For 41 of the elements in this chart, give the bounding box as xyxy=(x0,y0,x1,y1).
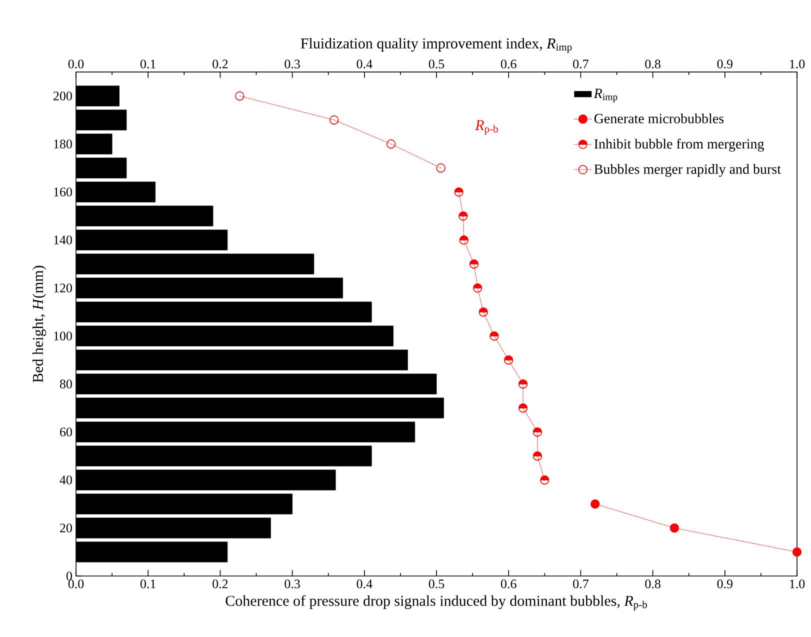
x2-tick-label: 0.1 xyxy=(140,580,156,588)
x2-tick-label: 0.5 xyxy=(428,580,444,588)
x-tick-label: 0.0 xyxy=(68,60,84,68)
legend-label: Inhibit bubble from mergering xyxy=(594,138,764,152)
legend-label: Generate microbubbles xyxy=(594,113,724,124)
y-tick-label: 140 xyxy=(54,236,72,244)
x-tick-label: 0.8 xyxy=(645,60,660,68)
x-tick-label: 0.5 xyxy=(428,60,444,68)
x-tick-label: 0.6 xyxy=(500,60,516,68)
y-tick-label: 200 xyxy=(54,92,72,100)
legend-label: Bubbles merger rapidly and burst xyxy=(594,164,781,177)
y-tick-label: 40 xyxy=(60,476,72,484)
x2-tick-label: 0.2 xyxy=(212,580,228,588)
x-tick-label: 0.4 xyxy=(356,60,372,68)
annotation: R$_{p-b}$ xyxy=(475,120,498,135)
x-tick-label: 0.2 xyxy=(212,60,228,68)
y-tick-label: 160 xyxy=(54,188,72,196)
x2-axis-title: Fluidization quality improvement index, R$_{imp}$ xyxy=(300,38,572,53)
x2-tick-label: 0.7 xyxy=(573,580,588,588)
x-tick-label: 0.9 xyxy=(717,60,732,68)
x2-tick-label: 0.4 xyxy=(356,580,372,588)
x2-tick-label: 0.6 xyxy=(500,580,516,588)
y-tick-label: 80 xyxy=(60,380,72,388)
x-tick-label: 0.1 xyxy=(140,60,156,68)
y-tick-label: 20 xyxy=(60,524,72,532)
x2-tick-label: 0.8 xyxy=(645,580,660,588)
y-axis-title: Bed height, H(mm) xyxy=(32,266,46,382)
y-tick-label: 60 xyxy=(60,428,72,436)
x-tick-label: 0.7 xyxy=(573,60,588,68)
x2-tick-label: 0.9 xyxy=(717,580,732,588)
y-tick-label: 120 xyxy=(54,284,72,292)
y-tick-label: 0 xyxy=(66,572,72,580)
x-tick-label: 0.3 xyxy=(284,60,300,68)
x2-tick-label: 1.0 xyxy=(790,580,805,588)
y-tick-label: 180 xyxy=(54,140,72,148)
x2-tick-label: 0.3 xyxy=(284,580,300,588)
legend-label: R$_{imp}$ xyxy=(594,88,618,102)
x-axis-title: Coherence of pressure drop signals induced by dominant bubbles, R$_{p-b}$ xyxy=(226,595,647,610)
y-tick-label: 100 xyxy=(54,332,72,340)
x-tick-label: 1.0 xyxy=(790,60,805,68)
x2-tick-label: 0.0 xyxy=(68,580,84,588)
